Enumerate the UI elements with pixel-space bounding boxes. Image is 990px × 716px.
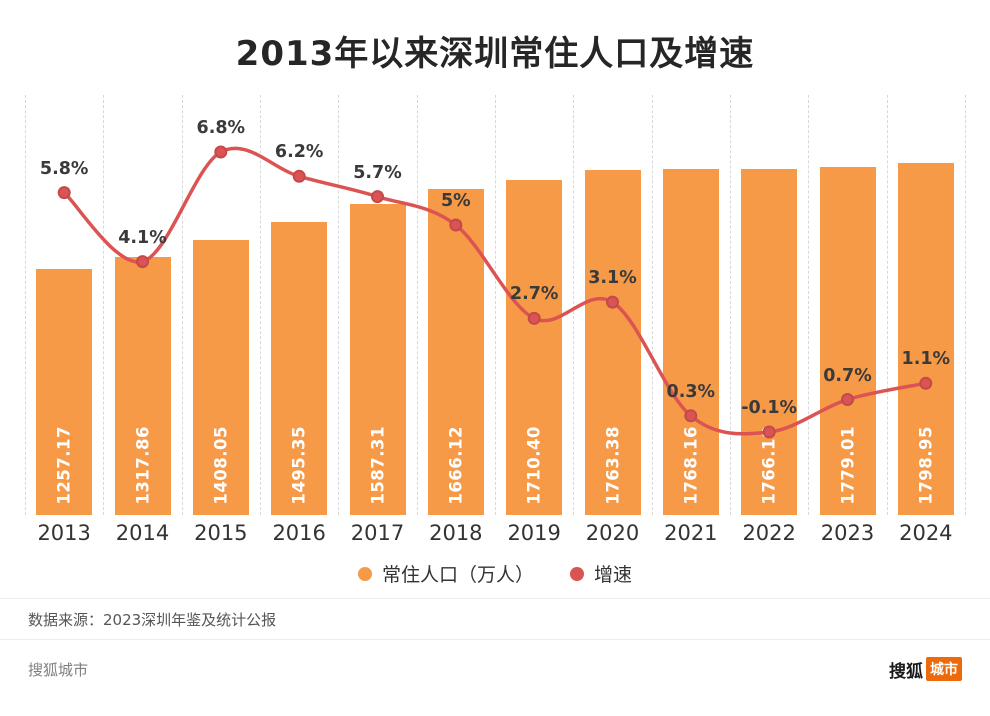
growth-label-2018: 5% [440,191,471,211]
source-row: 数据来源：2023深圳年鉴及统计公报 [0,598,990,640]
bar-2021: 1768.16 [662,169,719,515]
watermark-text: 搜狐城市 [28,660,89,679]
bar-2018: 1666.12 [427,189,484,515]
gridline [808,95,810,515]
bar-value-label: 1763.38 [603,426,622,505]
bar-value-label: 1408.05 [211,426,231,505]
legend-population-label: 常住人口（万人） [381,564,534,586]
growth-point-2013 [57,186,71,200]
growth-label-2022: -0.1% [741,398,798,418]
growth-label-2014: 4.1% [118,227,167,248]
growth-point-2017 [371,190,384,204]
bar-2022: 1766.18 [741,169,798,515]
bar-2023: 1779.01 [819,166,876,515]
footer: 搜狐城市 搜狐 城市 [0,652,990,686]
gridline [25,95,26,515]
growth-label-2016: 6.2% [274,142,324,163]
bar-2020: 1763.38 [584,170,641,515]
growth-label-2024: 1.1% [901,349,951,370]
bar-value-label: 1587.31 [368,426,387,505]
bar-2017: 1587.31 [349,204,406,515]
legend: 常住人口（万人） 增速 [0,560,990,587]
x-tick-2017: 2017 [350,521,405,545]
legend-population-dot [357,566,372,581]
growth-point-2016 [292,169,306,183]
bar-2014: 1317.86 [114,257,171,515]
data-source-text: 数据来源：2023深圳年鉴及统计公报 [28,610,277,629]
gridline [730,95,731,515]
growth-label-2015: 6.8% [196,118,246,138]
x-tick-2018: 2018 [429,521,483,545]
gridline [495,95,496,515]
growth-label-2020: 3.1% [588,268,637,289]
growth-label-2013: 5.8% [39,158,89,179]
gridline [886,95,888,515]
plot-area: 1257.17 1317.86 1408.05 1495.35 1587.31 1666.… [25,95,966,515]
x-tick-2020: 2020 [585,521,640,545]
gridline [416,95,418,515]
bar-2015: 1408.05 [192,239,249,515]
growth-label-2017: 5.7% [353,162,402,183]
chart-title: 2013年以来深圳常住人口及增速 [235,34,755,74]
sohu-city-logo: 搜狐 城市 [889,657,962,682]
x-axis: 2013 2014 2015 2016 2017 2018 2019 2020 2021 2022… [25,521,965,551]
bar-value-label: 1798.95 [916,426,936,505]
bar-value-label: 1495.35 [289,426,309,505]
bar-2019: 1710.40 [506,180,563,515]
growth-label-2019: 2.7% [509,284,559,305]
bar-value-label: 1317.86 [133,426,152,505]
growth-label-2021: 0.3% [666,381,716,402]
bar-2024: 1798.95 [897,163,954,515]
bar-2016: 1495.35 [271,222,328,515]
gridline [573,95,575,515]
x-tick-2021: 2021 [664,521,718,545]
growth-label-2023: 0.7% [823,365,872,386]
gridline [651,95,653,515]
x-tick-2019: 2019 [507,521,561,545]
bar-value-label: 1779.01 [838,426,857,505]
bar-value-label: 1257.17 [54,426,74,505]
x-tick-2024: 2024 [899,521,953,545]
legend-growth-label: 增速 [594,564,633,586]
x-tick-2015: 2015 [194,521,248,545]
x-tick-2014: 2014 [115,521,170,545]
sohu-logo-text: 搜狐 [889,661,923,682]
bar-value-label: 1766.18 [759,426,779,505]
legend-growth-dot [570,566,584,581]
x-tick-2023: 2023 [820,521,875,545]
gridline [181,95,183,515]
x-tick-2013: 2013 [37,521,91,545]
bar-value-label: 1710.40 [524,426,544,505]
bar-2013: 1257.17 [36,269,93,515]
gridline [965,95,966,515]
x-tick-2022: 2022 [742,521,796,545]
growth-point-2015 [214,145,228,159]
city-badge: 城市 [926,657,962,681]
bar-value-label: 1768.16 [681,426,701,505]
bar-value-label: 1666.12 [446,426,466,505]
x-tick-2016: 2016 [272,521,326,545]
